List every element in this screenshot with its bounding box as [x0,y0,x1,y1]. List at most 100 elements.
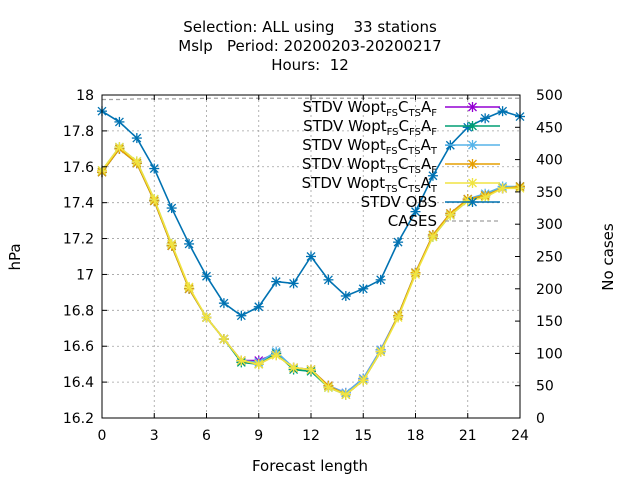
data-point [149,194,160,205]
data-point [358,375,369,386]
legend-label: CASES [388,212,437,230]
y2-tick-label: 500 [536,88,563,104]
y2-tick-label: 200 [536,282,563,298]
data-point [114,142,125,153]
y-tick-label: 17 [76,267,94,283]
data-point [340,290,351,301]
data-point [288,278,299,289]
y-tick-label: 17.2 [63,232,94,248]
data-point [393,237,404,248]
legend-text: STDV OBS [361,193,437,211]
y-tick-label: 16.4 [63,375,94,391]
y-tick-label: 16.2 [63,411,94,427]
y-tick-label: 18 [76,88,94,104]
tick-marks [101,94,521,419]
x-tick-label: 24 [511,428,529,444]
chart-title: Selection: ALL using 33 stations Mslp Pe… [178,18,441,74]
legend-subscript: TS [407,184,420,195]
y2-tick-label: 400 [536,153,563,169]
data-point [480,192,491,203]
legend-subscript: FS [386,108,398,119]
data-point [445,210,456,221]
x-tick-label: 18 [407,428,425,444]
tick-labels: 0 3 6 9 12 15 18 21 24 16.2 16.4 16.6 16.8 17 17.2 17.4… [63,88,563,444]
legend-text: A [421,155,432,173]
data-point [131,133,142,144]
data-point [497,106,508,117]
data-point [288,362,299,373]
data-point [358,283,369,294]
y-axis-label: hPa [6,243,24,270]
y2-tick-label: 150 [536,314,563,330]
x-tick-label: 9 [254,428,263,444]
legend-text: STDV Wopt [303,117,387,135]
y2-tick-label: 0 [536,411,545,427]
legend-subscript: FS [387,127,399,138]
legend-label: STDV WoptFSCTSAF [303,98,438,119]
data-point [467,197,478,207]
data-point [375,346,386,357]
data-point [323,274,334,285]
legend-text: C [398,174,408,192]
data-point [114,116,125,127]
legend-subscript: T [430,146,438,157]
legend-subscript: TS [407,146,420,157]
legend-text: STDV Wopt [302,155,386,173]
data-point [218,334,229,345]
y-tick-label: 16.6 [63,339,94,355]
data-point [467,178,478,188]
y-tick-label: 16.8 [63,303,94,319]
y2-tick-label: 450 [536,120,563,136]
y-tick-label: 17.8 [63,124,94,140]
legend-subscript: FS [409,127,421,138]
x-tick-label: 6 [202,428,211,444]
data-point [467,140,478,150]
legend-subscript: TS [408,165,421,176]
data-point [427,170,438,181]
legend-label: STDV WoptFSCFSAF [303,117,437,138]
data-point [306,364,316,375]
y2-tick-label: 100 [536,346,563,362]
title-line-3: Hours: 12 [271,56,349,74]
data-point [340,389,351,400]
data-point [236,310,247,321]
data-point [131,156,142,167]
data-point [410,206,421,217]
data-point [184,282,195,293]
data-point [253,359,264,370]
data-point [323,382,334,393]
legend-text: STDV Wopt [303,98,387,116]
data-point [253,301,264,312]
data-point [410,269,421,280]
y2-tick-label: 350 [536,185,563,201]
data-point [201,312,212,323]
data-point [184,238,195,249]
legend-text: A [421,136,432,154]
x-tick-label: 12 [302,428,320,444]
legend-label: STDV WoptTSCTSAF [302,155,437,176]
data-point [375,274,386,285]
data-point [166,238,177,249]
y2-tick-label: 300 [536,217,563,233]
title-line-2: Mslp Period: 20200203-20200217 [178,37,441,55]
data-point [467,121,478,131]
legend-text: CASES [388,212,437,230]
data-point [201,271,212,282]
y2-axis-label: No cases [599,223,617,291]
legend-text: STDV Wopt [302,174,386,192]
legend-subscript: TS [384,184,397,195]
x-tick-label: 15 [354,428,372,444]
data-point [218,298,229,309]
data-point [467,102,478,112]
data-point [497,183,508,194]
legend-text: C [398,155,408,173]
title-line-1: Selection: ALL using 33 stations [183,18,437,36]
legend-text: STDV Wopt [302,136,386,154]
legend-subscript: TS [385,165,398,176]
data-point [393,312,404,323]
legend-text: A [421,117,432,135]
legend-text: A [421,174,432,192]
data-point [236,355,247,366]
legend-subscript: F [431,127,437,138]
